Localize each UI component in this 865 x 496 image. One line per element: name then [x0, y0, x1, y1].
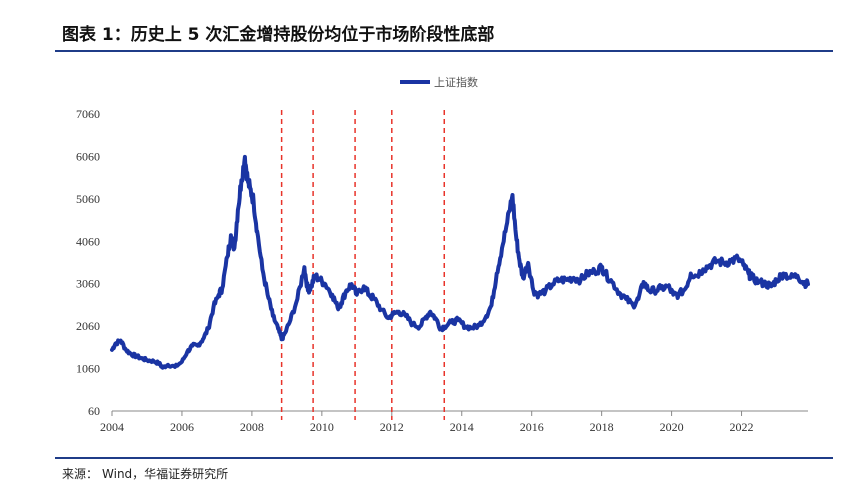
y-tick-label: 3060 [76, 277, 100, 291]
x-tick-label: 2004 [100, 420, 124, 434]
figure-title: 图表 1：历史上 5 次汇金增持股份均位于市场阶段性底部 [62, 25, 495, 45]
y-tick-label: 2060 [76, 319, 100, 333]
y-tick-label: 1060 [76, 362, 100, 376]
x-tick-label: 2014 [450, 420, 474, 434]
y-tick-label: 6060 [76, 149, 100, 163]
x-tick-label: 2018 [590, 420, 614, 434]
x-tick-label: 2012 [380, 420, 404, 434]
x-tick-label: 2006 [170, 420, 194, 434]
source-label: 来源： [62, 467, 99, 481]
legend-label: 上证指数 [434, 75, 478, 89]
x-axis-ticks: 2004 2006 2008 2010 2012 2014 2016 2018 2020 2022 [100, 411, 754, 434]
x-tick-label: 2016 [520, 420, 544, 434]
source-text: Wind，华福证券研究所 [102, 467, 229, 481]
y-tick-label: 7060 [76, 107, 100, 121]
y-tick-label: 4060 [76, 234, 100, 248]
y-axis-ticks: 60 1060 2060 3060 4060 5060 6060 7060 [76, 107, 100, 418]
legend: 上证指数 [400, 75, 478, 89]
series-line-shanghai-index [110, 154, 810, 370]
source-note: 来源： Wind，华福证券研究所 [62, 465, 232, 482]
x-tick-label: 2010 [310, 420, 334, 434]
x-tick-label: 2022 [730, 420, 754, 434]
y-tick-label: 60 [88, 404, 100, 418]
x-tick-label: 2020 [660, 420, 684, 434]
event-lines [280, 110, 446, 420]
x-tick-label: 2008 [240, 420, 264, 434]
title-rule [55, 50, 833, 52]
y-tick-label: 5060 [76, 192, 100, 206]
source-rule [55, 457, 833, 459]
